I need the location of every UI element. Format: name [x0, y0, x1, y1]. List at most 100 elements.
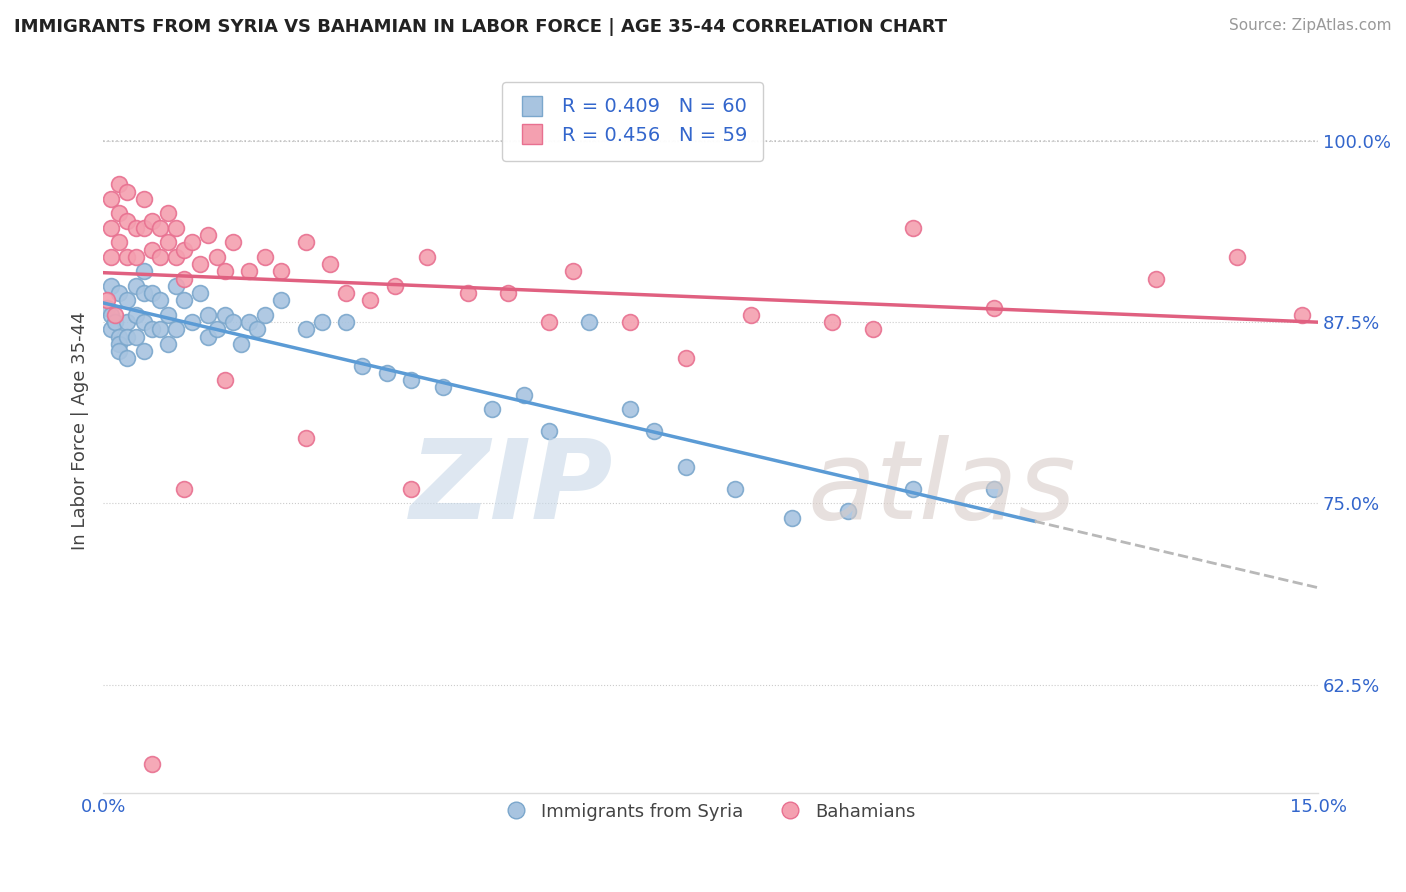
Point: [156, 235, 179, 250]
Point: [197, 329, 219, 343]
Y-axis label: In Labor Force | Age 35-44: In Labor Force | Age 35-44: [72, 311, 89, 550]
Point: [117, 213, 139, 227]
Point: [132, 286, 155, 301]
Point: [619, 315, 641, 329]
Point: [132, 192, 155, 206]
Point: [173, 482, 195, 496]
Point: [149, 221, 172, 235]
Point: [100, 308, 122, 322]
Point: [675, 351, 697, 366]
Point: [222, 235, 245, 250]
Point: [294, 235, 316, 250]
Point: [96, 293, 118, 308]
Point: [222, 315, 245, 329]
Point: [270, 293, 292, 308]
Point: [156, 337, 179, 351]
Point: [294, 322, 316, 336]
Point: [165, 322, 187, 336]
Point: [104, 308, 127, 322]
Point: [513, 387, 536, 401]
Point: [108, 329, 131, 343]
Point: [197, 228, 219, 243]
Point: [537, 424, 560, 438]
Point: [214, 373, 236, 387]
Point: [181, 235, 204, 250]
Point: [335, 286, 357, 301]
Point: [108, 178, 131, 192]
Point: [619, 402, 641, 417]
Point: [481, 402, 503, 417]
Legend: Immigrants from Syria, Bahamians: Immigrants from Syria, Bahamians: [491, 789, 931, 835]
Point: [561, 264, 583, 278]
Point: [132, 344, 155, 359]
Point: [149, 322, 172, 336]
Point: [100, 322, 122, 336]
Point: [229, 337, 252, 351]
Text: atlas: atlas: [808, 435, 1077, 542]
Point: [335, 315, 357, 329]
Text: Source: ZipAtlas.com: Source: ZipAtlas.com: [1229, 18, 1392, 33]
Point: [156, 308, 179, 322]
Point: [117, 185, 139, 199]
Point: [821, 315, 844, 329]
Point: [108, 206, 131, 220]
Point: [117, 351, 139, 366]
Point: [375, 366, 398, 380]
Point: [124, 329, 146, 343]
Point: [141, 213, 163, 227]
Point: [983, 482, 1005, 496]
Point: [214, 264, 236, 278]
Point: [537, 315, 560, 329]
Point: [399, 373, 422, 387]
Point: [197, 308, 219, 322]
Point: [496, 286, 519, 301]
Point: [983, 301, 1005, 315]
Point: [165, 221, 187, 235]
Point: [399, 482, 422, 496]
Point: [108, 235, 131, 250]
Point: [246, 322, 269, 336]
Point: [188, 286, 211, 301]
Point: [780, 511, 803, 525]
Point: [270, 264, 292, 278]
Point: [132, 221, 155, 235]
Point: [108, 286, 131, 301]
Point: [311, 315, 333, 329]
Point: [214, 308, 236, 322]
Point: [165, 279, 187, 293]
Point: [724, 482, 747, 496]
Point: [173, 243, 195, 257]
Point: [901, 482, 924, 496]
Point: [108, 337, 131, 351]
Point: [238, 264, 260, 278]
Text: ZIP: ZIP: [411, 435, 613, 542]
Text: IMMIGRANTS FROM SYRIA VS BAHAMIAN IN LABOR FORCE | AGE 35-44 CORRELATION CHART: IMMIGRANTS FROM SYRIA VS BAHAMIAN IN LAB…: [14, 18, 948, 36]
Point: [254, 308, 277, 322]
Point: [205, 250, 228, 264]
Point: [254, 250, 277, 264]
Point: [416, 250, 439, 264]
Point: [141, 243, 163, 257]
Point: [149, 250, 172, 264]
Point: [141, 757, 163, 772]
Point: [837, 503, 859, 517]
Point: [100, 192, 122, 206]
Point: [124, 250, 146, 264]
Point: [319, 257, 342, 271]
Point: [149, 293, 172, 308]
Point: [457, 286, 479, 301]
Point: [108, 344, 131, 359]
Point: [1144, 271, 1167, 285]
Point: [352, 359, 374, 373]
Point: [117, 329, 139, 343]
Point: [132, 315, 155, 329]
Point: [181, 315, 204, 329]
Point: [124, 279, 146, 293]
Point: [117, 315, 139, 329]
Point: [238, 315, 260, 329]
Point: [205, 322, 228, 336]
Point: [578, 315, 600, 329]
Point: [100, 279, 122, 293]
Point: [124, 221, 146, 235]
Point: [117, 250, 139, 264]
